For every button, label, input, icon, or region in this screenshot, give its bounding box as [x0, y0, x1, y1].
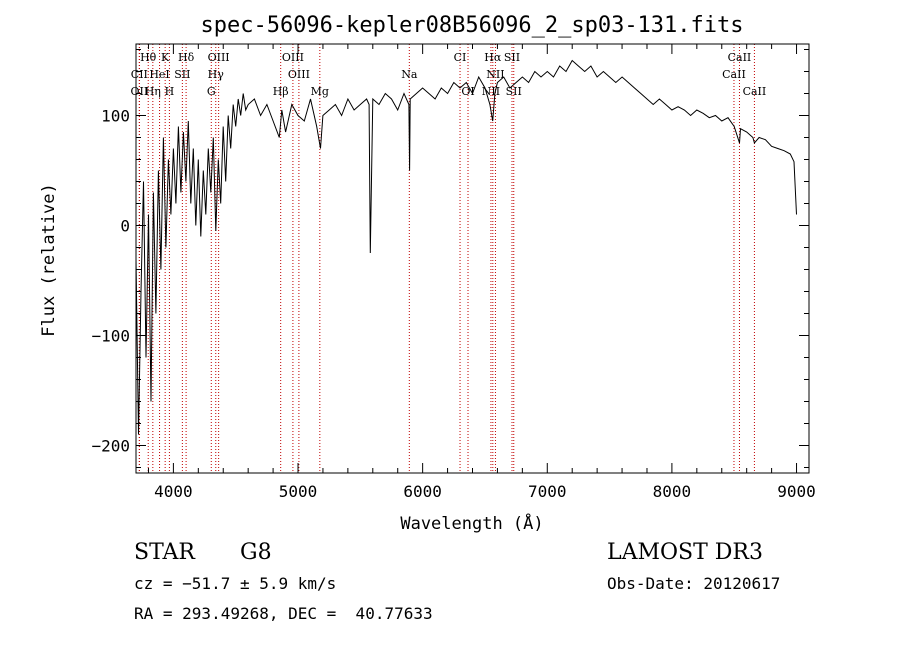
spectral-line-label: Hδ: [178, 51, 195, 64]
spectrum-chart: spec-56096-kepler08B56096_2_sp03-131.fit…: [39, 13, 816, 534]
spectral-line-label: Hη: [145, 85, 161, 98]
spectral-line-label: CaII: [722, 68, 746, 81]
y-tick-label: −100: [91, 327, 130, 346]
spectral-line-label: OIII: [288, 68, 310, 81]
spectral-line-label: Na: [401, 68, 418, 81]
x-tick-label: 5000: [279, 482, 318, 501]
spectral-line-label: CI: [454, 51, 467, 64]
coordinates-readout: RA = 293.49268, DEC = 40.77633: [134, 604, 433, 623]
spectral-line-label: OIII: [282, 51, 304, 64]
spectral-line-label: CaII: [743, 85, 767, 98]
x-axis-label: Wavelength (Å): [400, 512, 543, 534]
class-label: STAR: [134, 540, 195, 565]
spectral-line-label: K: [161, 51, 170, 64]
spectral-line-label: Hθ: [140, 51, 157, 64]
spectral-line-label: NII: [486, 68, 504, 81]
spectral-line-markers: [138, 44, 755, 473]
spectral-line-label: SII: [506, 85, 522, 98]
y-axis-label: Flux (relative): [39, 183, 59, 337]
spectral-line-label: Mg: [311, 85, 329, 98]
x-tick-label: 8000: [653, 482, 692, 501]
spectral-line-label: OII: [131, 85, 149, 98]
spectral-line-label: OIII: [208, 51, 230, 64]
y-tick-label: 100: [101, 107, 130, 126]
spectral-line-label: SII: [174, 68, 190, 81]
spectral-line-label: OI: [461, 85, 474, 98]
y-tick-label: 0: [120, 217, 130, 236]
redshift-readout: cz = −51.7 ± 5.9 km/s: [134, 574, 337, 593]
subclass-label: G8: [240, 540, 272, 565]
x-tick-label: 9000: [777, 482, 816, 501]
x-tick-label: 7000: [528, 482, 567, 501]
chart-title: spec-56096-kepler08B56096_2_sp03-131.fit…: [200, 13, 743, 38]
x-tick-label: 6000: [403, 482, 442, 501]
spectral-line-label: CII: [131, 68, 148, 81]
spectral-line-label: NII: [482, 85, 500, 98]
y-tick-label: −200: [91, 437, 130, 456]
spectral-line-label: CaII: [728, 51, 752, 64]
y-axis-ticks: −200 −100 0 100: [91, 49, 809, 468]
spectral-line-label: HeI: [149, 68, 169, 81]
spectral-line-label: Hα: [484, 51, 502, 64]
spectral-line-label: G: [207, 85, 216, 98]
x-axis-ticks: 4000 5000 6000 7000 8000 9000: [147, 44, 816, 501]
obs-date-readout: Obs-Date: 20120617: [607, 574, 781, 593]
spectral-line-label: SII: [504, 51, 520, 64]
spectral-line-label: Hγ: [208, 68, 225, 81]
spectrum-series-line: [135, 59, 797, 435]
x-tick-label: 4000: [154, 482, 193, 501]
survey-label: LAMOST DR3: [607, 540, 763, 565]
spectral-line-label: Hβ: [273, 85, 289, 98]
spectral-line-label: H: [165, 85, 175, 98]
